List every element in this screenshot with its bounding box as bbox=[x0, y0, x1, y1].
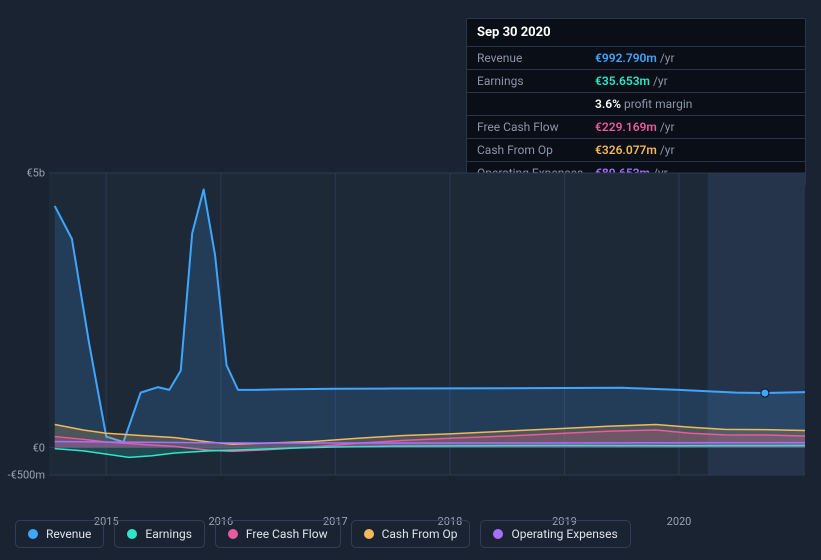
legend-dot-icon bbox=[127, 529, 137, 539]
x-axis-label: 2020 bbox=[667, 515, 692, 528]
legend-item[interactable]: Earnings bbox=[114, 520, 205, 548]
legend-item[interactable]: Revenue bbox=[15, 520, 104, 548]
legend-label: Revenue bbox=[46, 527, 91, 541]
tooltip-row-value: €35.653m/yr bbox=[595, 74, 795, 88]
tooltip-row-label: Earnings bbox=[477, 74, 595, 88]
tooltip-row: 3.6%profit margin bbox=[467, 92, 805, 115]
y-axis-label: €0 bbox=[33, 441, 45, 454]
legend-dot-icon bbox=[364, 529, 374, 539]
tooltip-row-value: €229.169m/yr bbox=[595, 120, 795, 134]
legend-dot-icon bbox=[493, 529, 503, 539]
legend-item[interactable]: Operating Expenses bbox=[480, 520, 630, 548]
tooltip-row-value: €992.790m/yr bbox=[595, 51, 795, 65]
tooltip-row: Revenue€992.790m/yr bbox=[467, 46, 805, 69]
tooltip-date: Sep 30 2020 bbox=[467, 19, 805, 46]
legend-label: Operating Expenses bbox=[511, 527, 617, 541]
legend-dot-icon bbox=[28, 529, 38, 539]
tooltip-row-label: Free Cash Flow bbox=[477, 120, 595, 134]
tooltip-row-label: Revenue bbox=[477, 51, 595, 65]
legend-label: Cash From Op bbox=[382, 527, 458, 541]
legend-item[interactable]: Free Cash Flow bbox=[215, 520, 341, 548]
chart-legend: Revenue Earnings Free Cash Flow Cash From O… bbox=[15, 520, 631, 548]
legend-label: Earnings bbox=[145, 527, 192, 541]
financials-chart[interactable]: €5b€0-€500m 201520162017201820192020 bbox=[15, 155, 805, 505]
y-axis-label: €5b bbox=[26, 167, 45, 180]
tooltip-row: Free Cash Flow€229.169m/yr bbox=[467, 115, 805, 138]
tooltip-row-value: 3.6%profit margin bbox=[595, 97, 795, 111]
legend-label: Free Cash Flow bbox=[246, 527, 328, 541]
tooltip-row: Earnings€35.653m/yr bbox=[467, 69, 805, 92]
y-axis-label: -€500m bbox=[8, 469, 45, 482]
legend-item[interactable]: Cash From Op bbox=[351, 520, 471, 548]
tooltip-row-label bbox=[477, 97, 595, 111]
legend-dot-icon bbox=[228, 529, 238, 539]
